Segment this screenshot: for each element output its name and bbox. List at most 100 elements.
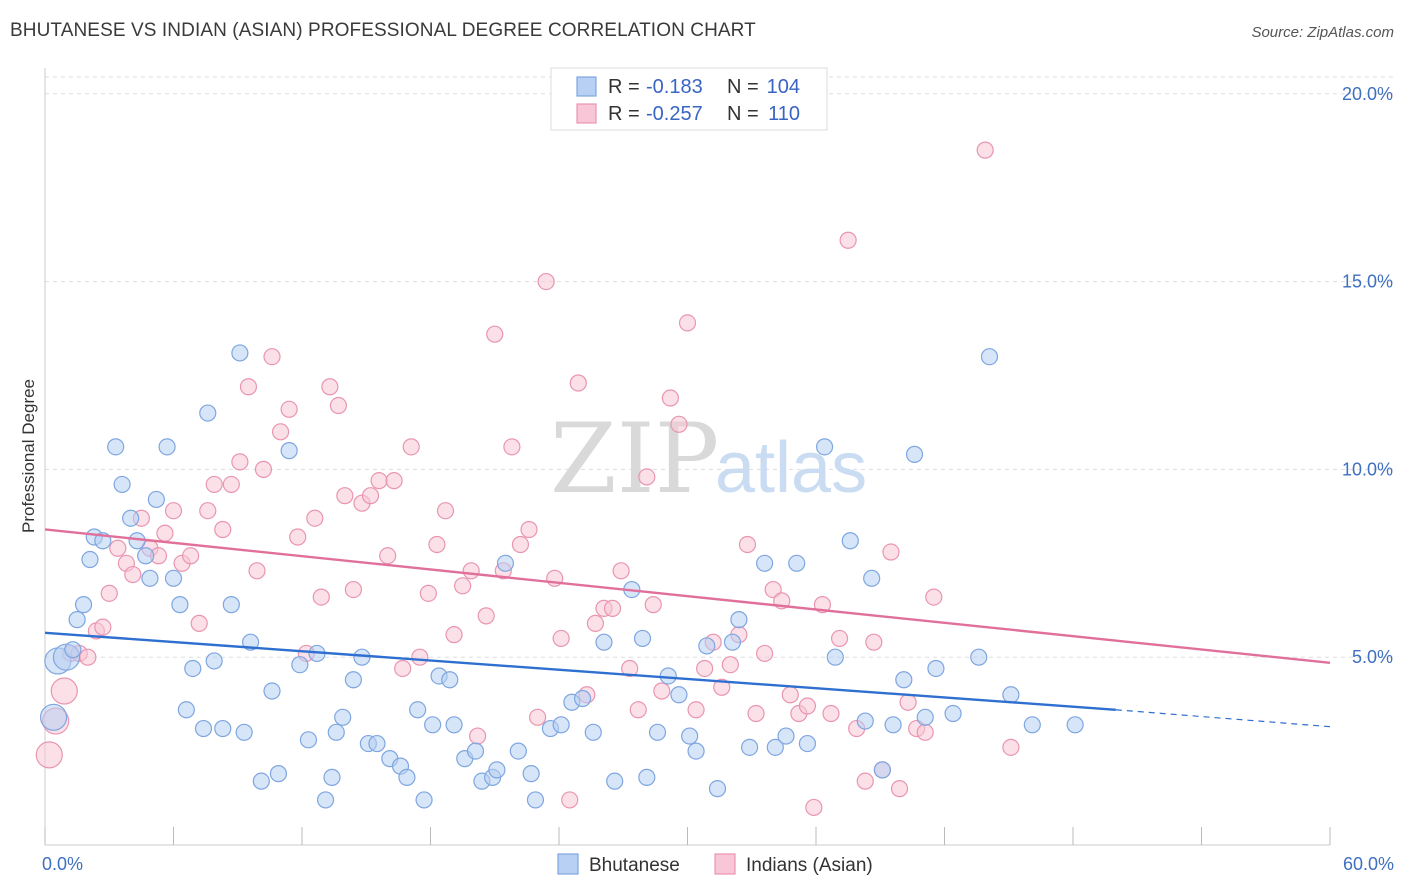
data-point	[638, 468, 656, 486]
data-point	[122, 509, 140, 527]
data-point	[723, 633, 742, 651]
data-point	[788, 554, 806, 572]
data-point	[171, 596, 189, 614]
data-point	[158, 438, 176, 456]
data-point	[882, 543, 900, 561]
data-point	[856, 772, 874, 790]
data-point	[528, 708, 547, 726]
data-point	[327, 723, 345, 741]
data-point	[379, 547, 397, 565]
data-point	[526, 791, 545, 809]
data-point	[344, 580, 362, 599]
data-point	[486, 325, 504, 343]
legend-r-label: R =	[608, 76, 640, 98]
data-point	[755, 554, 774, 572]
data-point	[466, 742, 485, 760]
data-point	[269, 765, 288, 783]
data-point	[222, 475, 240, 494]
data-point	[107, 438, 125, 456]
tick-labels: 5.0% 10.0% 15.0% 20.0% 0.0% 60.0%	[42, 84, 1394, 874]
data-point	[520, 520, 538, 539]
data-point	[109, 539, 127, 557]
data-point	[199, 404, 217, 422]
data-point	[312, 588, 330, 606]
data-point	[415, 791, 433, 809]
data-point	[805, 798, 823, 817]
data-point	[841, 532, 859, 550]
data-point	[50, 677, 78, 705]
data-point	[182, 547, 200, 565]
data-point	[334, 708, 352, 726]
data-point	[488, 761, 506, 779]
data-point	[522, 765, 540, 783]
data-point	[509, 742, 527, 760]
data-point	[445, 716, 463, 734]
data-point	[222, 596, 240, 614]
series-legend-swatch	[557, 853, 579, 875]
data-point	[653, 682, 671, 700]
data-point	[678, 314, 697, 332]
data-point	[696, 659, 714, 678]
data-point	[235, 723, 253, 741]
data-point	[738, 535, 757, 554]
data-point	[629, 701, 647, 719]
data-point	[798, 734, 817, 753]
data-point	[863, 569, 881, 587]
data-point	[370, 472, 388, 490]
data-point	[798, 697, 817, 715]
data-point	[916, 708, 934, 726]
data-point	[661, 389, 679, 407]
data-point	[289, 528, 307, 546]
data-point	[361, 487, 380, 505]
data-point	[895, 671, 913, 689]
data-point	[687, 742, 705, 760]
data-point	[755, 644, 774, 663]
data-point	[839, 231, 857, 249]
data-point	[141, 569, 159, 587]
legend-n-label: N =	[727, 76, 759, 98]
data-point	[830, 629, 849, 648]
legend-r-label: R =	[608, 103, 640, 125]
series-legend-swatch	[714, 853, 736, 875]
data-point	[441, 671, 459, 689]
data-point	[621, 659, 639, 678]
data-point	[147, 490, 165, 509]
data-point	[606, 772, 624, 790]
series-bhutanese-points	[39, 344, 1084, 809]
trend-lines	[44, 528, 1331, 728]
data-point	[638, 768, 656, 786]
data-point	[970, 648, 988, 666]
data-point	[39, 703, 68, 731]
data-point	[445, 626, 463, 644]
data-point	[469, 727, 487, 745]
data-point	[454, 577, 472, 595]
data-point	[436, 502, 455, 520]
data-point	[905, 445, 924, 463]
data-point	[1023, 716, 1041, 734]
data-point	[164, 569, 183, 587]
data-point	[884, 716, 902, 734]
data-point	[890, 780, 909, 798]
data-point	[584, 723, 602, 741]
data-point	[747, 704, 765, 723]
data-point	[741, 738, 759, 756]
data-point	[231, 344, 249, 362]
series-legend-label: Bhutanese	[589, 855, 680, 876]
data-point	[336, 487, 354, 505]
data-point	[586, 614, 605, 632]
data-point	[177, 701, 195, 719]
data-point	[113, 475, 131, 494]
data-point	[252, 772, 270, 790]
data-point	[659, 667, 677, 685]
legend-n-label: N =	[727, 103, 759, 125]
data-point	[781, 686, 799, 704]
data-point	[681, 727, 699, 745]
data-point	[156, 524, 174, 542]
data-point	[419, 584, 437, 602]
y-axis-label: Professional Degree	[19, 379, 38, 533]
data-point	[271, 423, 290, 441]
data-point	[344, 671, 362, 689]
data-point	[865, 633, 883, 651]
data-point	[980, 348, 999, 366]
data-point	[409, 701, 427, 719]
